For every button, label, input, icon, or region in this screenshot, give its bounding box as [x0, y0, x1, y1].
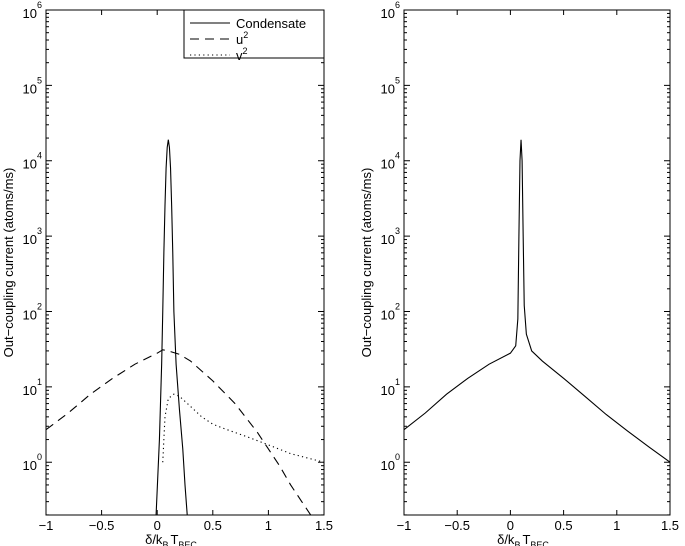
- y-tick-label: 10: [23, 458, 37, 473]
- x-tick-label: −1: [39, 518, 54, 533]
- plot-frame: [45, 9, 325, 516]
- legend-label-text: Condensate: [236, 16, 306, 31]
- x-tick-label: 0: [507, 518, 514, 533]
- y-tick-exponent: 2: [37, 301, 42, 311]
- y-tick-label: 10: [381, 458, 395, 473]
- left-panel: −1 −0.5 0 0.5 1 1.5100101102103104105106Out−c…: [1, 0, 333, 546]
- x-axis-label: δ/kB TBEC: [497, 532, 549, 546]
- y-axis-label: Out−coupling current (atoms/ms): [1, 168, 16, 358]
- legend-label-text: u: [236, 32, 243, 47]
- x-tick-label: 1.5: [315, 518, 333, 533]
- y-tick-label: 10: [23, 307, 37, 322]
- y-tick-label: 10: [381, 383, 395, 398]
- series-line-total: [404, 139, 670, 463]
- y-tick-exponent: 4: [37, 151, 42, 161]
- y-tick-exponent: 6: [395, 0, 400, 10]
- y-tick-exponent: 1: [395, 377, 400, 387]
- x-tick-label: 0: [154, 518, 161, 533]
- y-tick-label: 10: [381, 307, 395, 322]
- y-tick-label: 10: [23, 383, 37, 398]
- x-axis-label-sub1: B: [162, 540, 168, 546]
- y-tick-exponent: 6: [37, 0, 42, 10]
- x-tick-label: −1: [397, 518, 412, 533]
- y-tick-exponent: 5: [37, 75, 42, 85]
- y-axis-label: Out−coupling current (atoms/ms): [359, 168, 374, 358]
- y-tick-exponent: 0: [395, 452, 400, 462]
- y-tick-exponent: 0: [37, 452, 42, 462]
- x-axis-label-sub2: BEC: [530, 540, 549, 546]
- series-line-u: [46, 349, 312, 515]
- y-tick-exponent: 5: [395, 75, 400, 85]
- x-axis-label: δ/kB TBEC: [145, 532, 197, 546]
- x-axis-label-sub2: BEC: [178, 540, 197, 546]
- legend-label-sup: 2: [243, 30, 248, 40]
- x-tick-label: 0.5: [204, 518, 222, 533]
- y-tick-exponent: 3: [395, 226, 400, 236]
- legend-label: v2: [236, 46, 248, 63]
- y-tick-label: 10: [381, 6, 395, 21]
- y-tick-label: 10: [23, 157, 37, 172]
- legend-label: Condensate: [236, 16, 306, 31]
- x-axis-label-sub1: B: [514, 540, 520, 546]
- x-tick-label: 1: [265, 518, 272, 533]
- y-tick-label: 10: [381, 81, 395, 96]
- series-line-v: [162, 393, 324, 463]
- x-tick-label: −0.5: [89, 518, 115, 533]
- y-tick-exponent: 3: [37, 226, 42, 236]
- y-tick-exponent: 1: [37, 377, 42, 387]
- x-tick-label: 1.5: [661, 518, 679, 533]
- y-tick-exponent: 4: [395, 151, 400, 161]
- y-tick-label: 10: [381, 232, 395, 247]
- legend-label-text: v: [236, 48, 243, 63]
- legend-label: u2: [236, 30, 248, 47]
- x-tick-label: 0.5: [555, 518, 573, 533]
- legend-label-sup: 2: [243, 46, 248, 56]
- series-group: [46, 139, 324, 515]
- series-group: [404, 139, 670, 463]
- legend-box: [183, 9, 325, 59]
- y-tick-label: 10: [23, 6, 37, 21]
- x-tick-label: 1: [613, 518, 620, 533]
- x-tick-label: −0.5: [444, 518, 470, 533]
- y-tick-label: 10: [23, 81, 37, 96]
- x-axis-label-mid: T: [522, 532, 530, 546]
- right-panel: −1 −0.5 0 0.5 1 1.5100101102103104105106Out−c…: [359, 0, 679, 546]
- y-tick-label: 10: [23, 232, 37, 247]
- x-axis-label-main: δ/k: [497, 532, 515, 546]
- x-axis-label-mid: T: [170, 532, 178, 546]
- y-tick-label: 10: [381, 157, 395, 172]
- plot-frame: [403, 9, 671, 516]
- y-tick-exponent: 2: [395, 301, 400, 311]
- series-line-condensate: [155, 139, 188, 515]
- x-axis-label-main: δ/k: [145, 532, 163, 546]
